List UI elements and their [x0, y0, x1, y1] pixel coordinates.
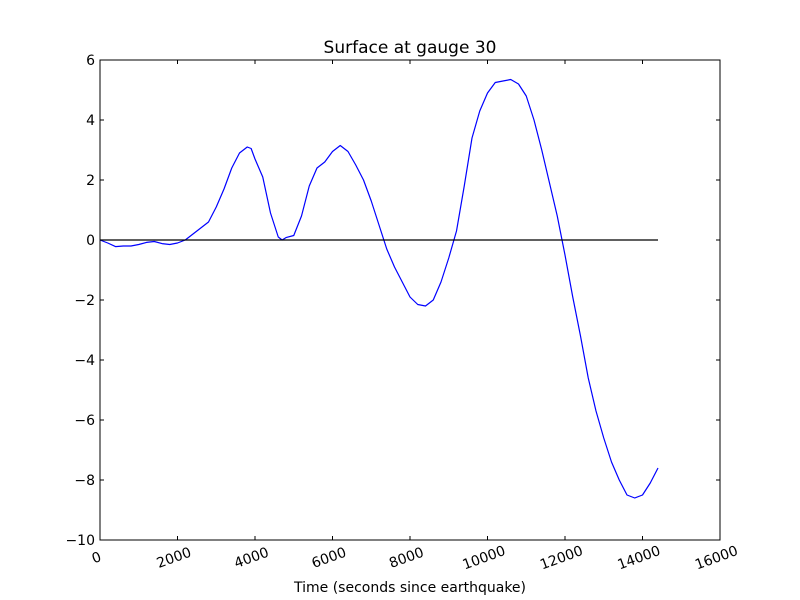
tick-marks: [99, 59, 721, 541]
y-tick-label: 6: [86, 53, 95, 69]
y-tick-label: 4: [86, 113, 95, 129]
y-tick-label: −6: [74, 413, 95, 429]
y-tick-label: −4: [74, 353, 95, 369]
y-tick-label: 2: [86, 173, 95, 189]
y-tick-label: 0: [86, 233, 95, 249]
y-tick-label: −2: [74, 293, 95, 309]
y-tick-label: −10: [65, 533, 95, 549]
y-tick-labels: −10 −8 −6 −4 −2 0 2 4 6: [65, 53, 95, 549]
surface-elevation-line: [99, 78, 659, 499]
y-tick-label: −8: [74, 473, 95, 489]
series-layer: [99, 78, 659, 499]
x-axis-label: Time (seconds since earthquake): [293, 580, 526, 596]
chart-title: Surface at gauge 30: [324, 38, 497, 58]
